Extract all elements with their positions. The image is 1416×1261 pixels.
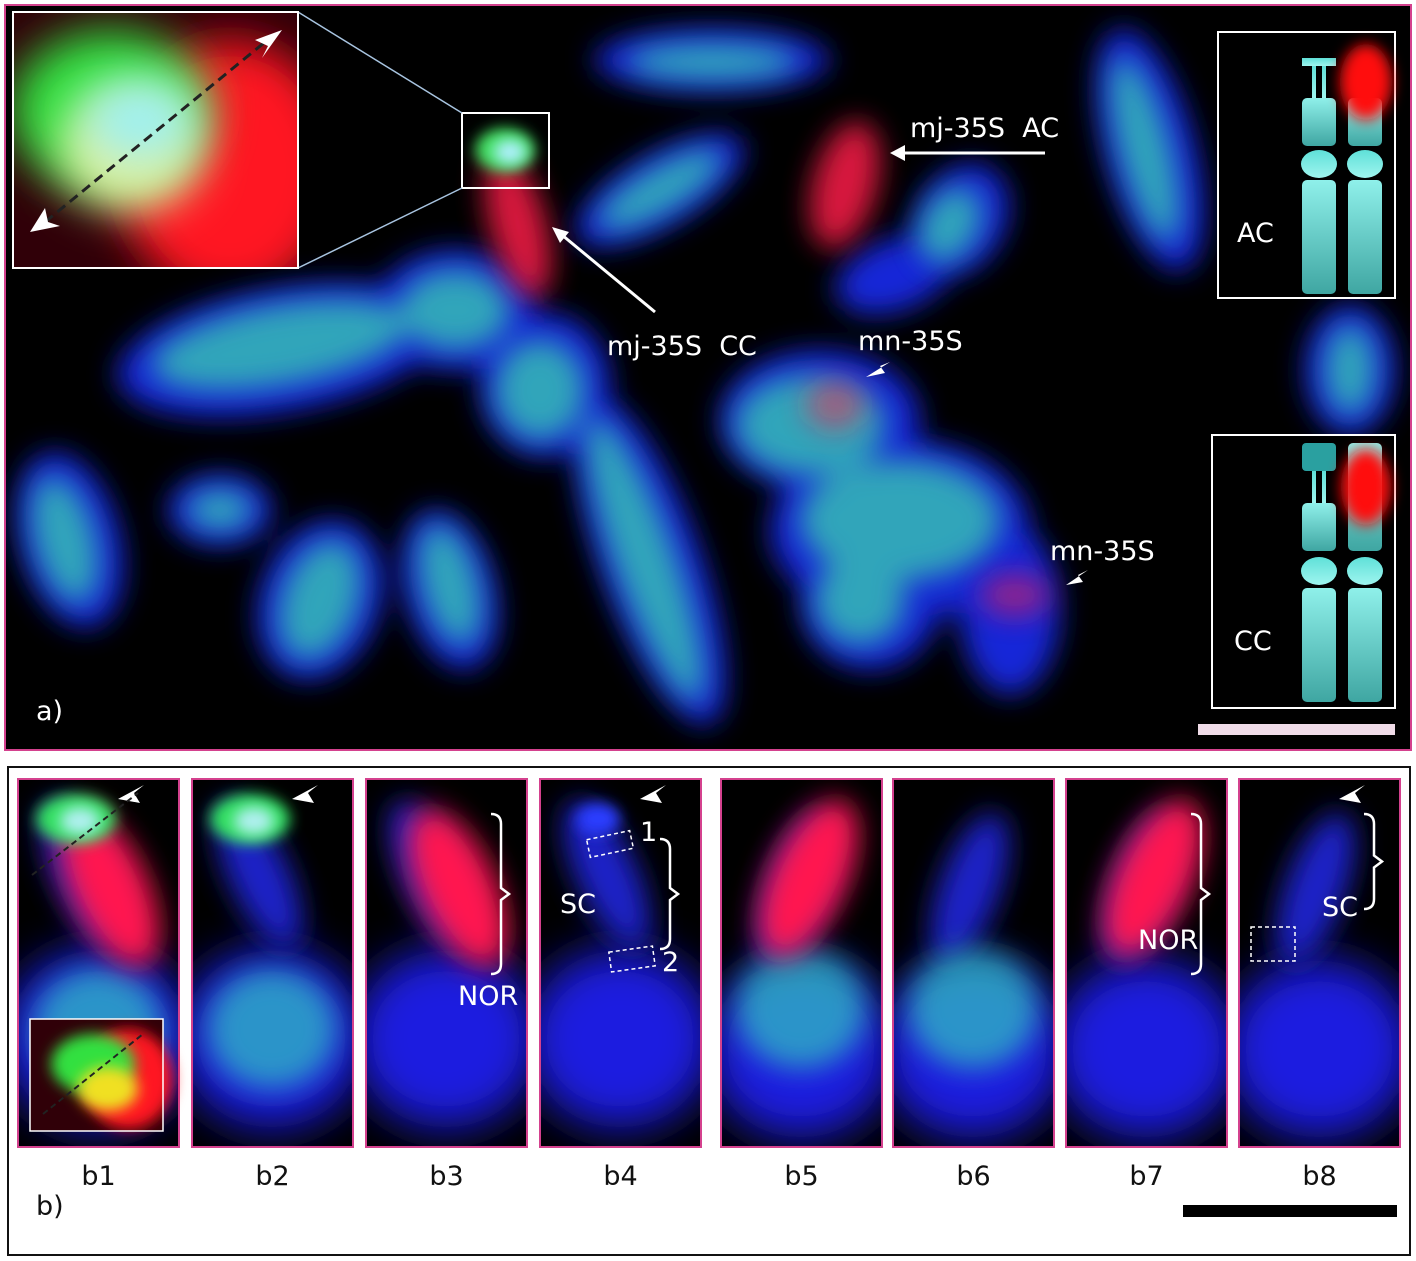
subpanel: b2 <box>191 778 354 1192</box>
bracket <box>1190 812 1212 976</box>
blob <box>908 949 1038 1069</box>
profile-line <box>31 792 139 876</box>
bracket <box>1363 812 1385 911</box>
subpanel-label: b3 <box>429 1161 463 1192</box>
zoom-box <box>461 112 550 189</box>
blob <box>1103 799 1204 957</box>
panel-b: b1 b2 NOR b3 SC 1 2 b4 b5 b6 NOR b7 SC b8 b) <box>7 766 1411 1256</box>
scale-bar <box>1198 724 1395 735</box>
schematic-label: AC <box>1237 218 1274 249</box>
bracket <box>659 837 681 951</box>
subpanel-label: b1 <box>81 1161 115 1192</box>
image <box>540 779 701 1147</box>
arrowhead <box>866 362 890 377</box>
subpanel-label: b6 <box>956 1161 990 1192</box>
bracket-label: SC <box>1322 892 1358 923</box>
blob <box>1239 959 1400 1139</box>
subpanel-label: b7 <box>1129 1161 1163 1192</box>
blob <box>78 1067 138 1111</box>
image <box>1239 779 1400 1147</box>
subpanel-label: b5 <box>784 1161 818 1192</box>
chromosomes <box>16 28 1395 726</box>
subpanel-label: b2 <box>255 1161 289 1192</box>
blob <box>736 949 866 1069</box>
subpanel-frame <box>1238 778 1401 1148</box>
bracket-label: SC <box>560 889 596 920</box>
image <box>721 779 882 1147</box>
arrowhead <box>1066 570 1088 585</box>
subpanel: b5 <box>720 778 883 1192</box>
annotation: mn-35S <box>1050 536 1155 567</box>
image <box>1066 779 1227 1147</box>
inset-frame <box>29 1018 164 1132</box>
subpanel-frame <box>892 778 1055 1148</box>
bracket <box>490 812 512 976</box>
inset-frame <box>12 11 299 269</box>
blob <box>366 949 527 1129</box>
arrowhead <box>255 30 282 58</box>
blob <box>207 969 337 1089</box>
blob <box>234 807 274 835</box>
zoom-line <box>297 11 463 114</box>
arrowhead <box>640 785 666 803</box>
scale-bar <box>1183 1205 1397 1217</box>
image <box>893 779 1054 1147</box>
blob <box>60 807 100 835</box>
arrowhead <box>292 785 318 803</box>
subpanel-frame <box>365 778 528 1148</box>
arrowhead <box>30 208 60 232</box>
arrowhead <box>552 227 569 243</box>
subpanel: NOR b7 <box>1065 778 1228 1192</box>
subpanel-frame <box>1065 778 1228 1148</box>
arrowhead <box>118 785 144 803</box>
bracket-label: NOR <box>1138 925 1198 956</box>
subpanel: SC b8 <box>1238 778 1401 1192</box>
annotation: mn-35S <box>858 326 963 357</box>
panel-a: mj-35S AC mj-35S CC mn-35S mn-35S AC CC … <box>4 4 1412 751</box>
inset <box>29 1018 173 1132</box>
subpanel: b6 <box>892 778 1055 1192</box>
zoom-line <box>297 187 463 269</box>
blob <box>576 803 620 835</box>
subpanel: b1 <box>17 778 180 1192</box>
schematic-cc: CC <box>1211 434 1396 709</box>
arrowhead <box>1339 785 1365 803</box>
blob <box>563 800 651 948</box>
blob <box>1066 959 1227 1139</box>
blob <box>540 949 701 1129</box>
box-label: 2 <box>662 947 679 978</box>
panel-label: b) <box>36 1191 64 1222</box>
subpanel-label: b8 <box>1302 1161 1336 1192</box>
annotation: mj-35S AC <box>910 113 1059 144</box>
arrow <box>561 233 656 314</box>
subpanel-label: b4 <box>603 1161 637 1192</box>
box-label: 1 <box>640 817 657 848</box>
blob <box>408 808 508 967</box>
subpanel: NOR b3 <box>365 778 528 1192</box>
subpanel-frame <box>720 778 883 1148</box>
schematic-ac: AC <box>1217 31 1396 299</box>
blob <box>1276 812 1355 965</box>
subpanel-frame <box>17 778 180 1148</box>
inset <box>13 12 298 268</box>
image <box>192 779 353 1147</box>
subpanel-frame <box>191 778 354 1148</box>
arrowhead <box>890 145 905 161</box>
roi-box <box>1250 926 1296 962</box>
annotation: mj-35S CC <box>607 331 757 362</box>
blob <box>60 808 160 967</box>
subpanel-frame <box>539 778 702 1148</box>
roi-box <box>607 945 657 973</box>
profile-line <box>42 1033 144 1115</box>
panel-label: a) <box>36 696 63 727</box>
image <box>366 779 527 1147</box>
subpanel: SC 1 2 b4 <box>539 778 702 1192</box>
bracket-label: NOR <box>458 981 518 1012</box>
schematic-label: CC <box>1234 626 1272 657</box>
blob <box>930 812 1009 965</box>
blob <box>758 799 859 957</box>
